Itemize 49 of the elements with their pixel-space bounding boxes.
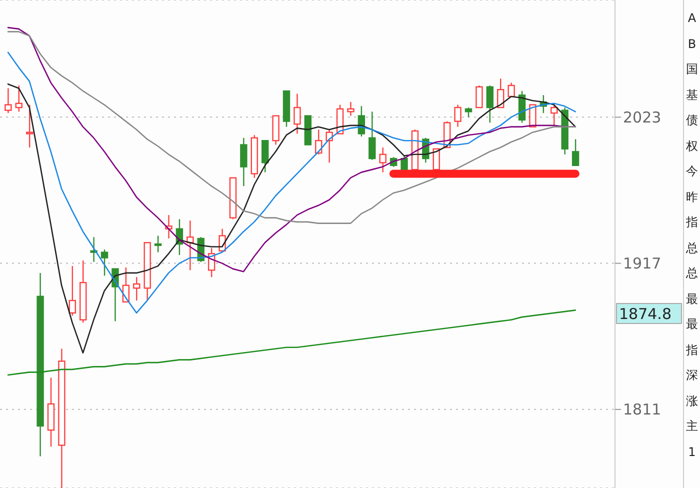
candlestick bbox=[261, 140, 269, 173]
candlestick bbox=[154, 235, 162, 253]
candlestick bbox=[508, 82, 515, 98]
text: 指 bbox=[686, 214, 698, 231]
y-tick-label: 1917 bbox=[623, 254, 662, 273]
candlestick bbox=[133, 276, 140, 302]
candlestick bbox=[550, 104, 558, 126]
text: 主 bbox=[686, 418, 698, 435]
line-series bbox=[7, 52, 576, 314]
candlestick bbox=[368, 111, 376, 161]
text: 总 bbox=[686, 240, 698, 256]
text: 权 bbox=[686, 138, 698, 154]
candlestick bbox=[572, 138, 580, 166]
candlestick bbox=[68, 265, 76, 316]
candlestick bbox=[347, 101, 354, 116]
candlestick bbox=[454, 104, 462, 128]
line-series bbox=[7, 31, 576, 224]
text: A bbox=[688, 10, 696, 27]
text: 深 bbox=[686, 367, 698, 384]
candlestick bbox=[497, 78, 504, 108]
candlestick bbox=[379, 146, 386, 173]
text: 指 bbox=[686, 342, 698, 358]
text: 昨 bbox=[686, 188, 698, 206]
candlestick bbox=[476, 84, 483, 108]
candlestick bbox=[486, 84, 494, 124]
candlestick bbox=[400, 155, 408, 170]
text: 国 bbox=[686, 61, 698, 78]
text: 今 bbox=[686, 163, 698, 180]
text: 1874.8 bbox=[616, 303, 682, 324]
text: 最 bbox=[686, 316, 698, 333]
y-tick-label: 1811 bbox=[623, 400, 662, 419]
text: 总 bbox=[686, 265, 698, 282]
candlestick bbox=[100, 248, 108, 276]
text: 涨 bbox=[686, 392, 698, 410]
candlestick bbox=[26, 104, 34, 148]
candlestick bbox=[4, 88, 12, 114]
candlestick bbox=[326, 128, 333, 164]
text: 1 bbox=[688, 444, 696, 460]
text: 最 bbox=[686, 290, 698, 308]
candlestick bbox=[15, 84, 22, 112]
candlestick bbox=[464, 106, 472, 118]
line-series bbox=[7, 310, 576, 376]
text: B bbox=[688, 36, 696, 52]
text: 基 bbox=[686, 86, 698, 104]
y-tick-label: 2023 bbox=[623, 108, 662, 126]
candlestick bbox=[240, 137, 248, 187]
candlestick bbox=[294, 93, 301, 134]
line-series bbox=[7, 83, 576, 354]
text: 债 bbox=[686, 112, 698, 129]
